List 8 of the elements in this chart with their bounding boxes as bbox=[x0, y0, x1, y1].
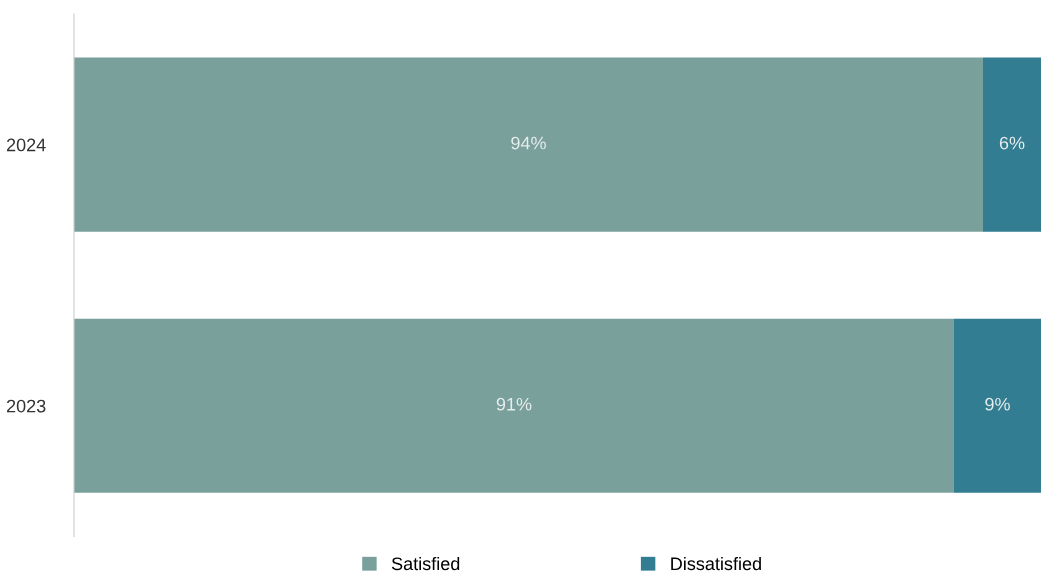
data-label: 91% bbox=[496, 397, 532, 411]
data-label: 6% bbox=[999, 136, 1025, 150]
legend-label: Dissatisfied bbox=[671, 556, 761, 571]
y-tick-label: 2024 bbox=[6, 138, 46, 152]
y-tick-label: 2023 bbox=[6, 399, 46, 413]
data-label: 94% bbox=[511, 136, 546, 150]
legend-label: Satisfied bbox=[391, 556, 460, 571]
data-label: 9% bbox=[985, 397, 1010, 411]
